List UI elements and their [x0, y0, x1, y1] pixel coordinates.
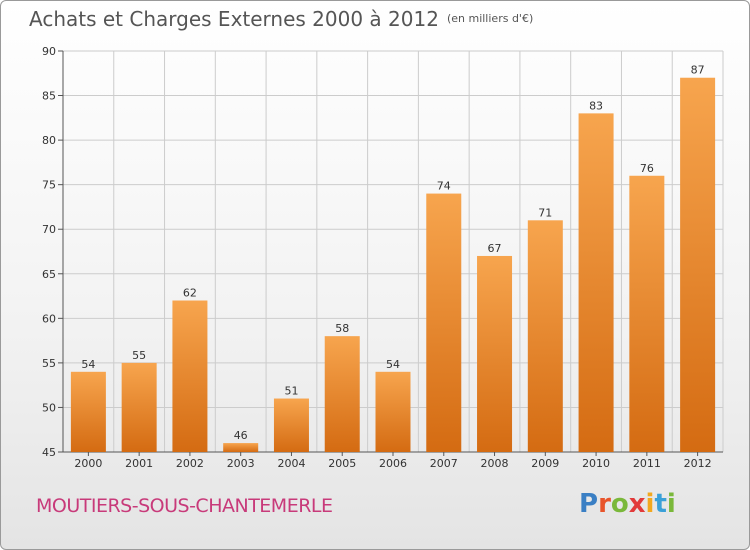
bars	[70, 77, 716, 453]
logo-letter: i	[666, 489, 676, 519]
x-tick-label-2002: 2002	[176, 457, 204, 470]
data-label-2012: 87	[691, 64, 705, 77]
data-label-2003: 46	[234, 429, 248, 442]
y-tick-label-50: 50	[42, 401, 56, 414]
x-tick-label-2003: 2003	[227, 457, 255, 470]
place-name: MOUTIERS-SOUS-CHANTEMERLE	[36, 495, 333, 517]
chart-unit: (en milliers d'€)	[446, 12, 534, 25]
chart-title: Achats et Charges Externes 2000 à 2012 (e…	[29, 7, 533, 31]
bar-2000	[70, 371, 106, 452]
data-labels: 54 55 62 46 51 58 54 74 67 71 83 76 87	[81, 64, 704, 442]
x-tick-label-2009: 2009	[531, 457, 559, 470]
bar-2008	[477, 255, 513, 452]
x-tick-label-2010: 2010	[582, 457, 610, 470]
bar-2004	[273, 398, 309, 452]
data-label-2002: 62	[183, 287, 197, 300]
proxiti-logo: Proxiti	[579, 489, 676, 519]
bar-2001	[121, 362, 157, 452]
x-tick-label-2011: 2011	[633, 457, 661, 470]
data-label-2004: 51	[284, 385, 298, 398]
y-tick-label-65: 65	[42, 268, 56, 281]
logo-letter: i	[645, 489, 655, 519]
bar-2009	[527, 220, 563, 452]
bar-2003	[223, 443, 259, 452]
data-label-2007: 74	[437, 180, 451, 193]
x-tick-label-2004: 2004	[277, 457, 305, 470]
y-tick-label-45: 45	[42, 446, 56, 459]
logo-letter: t	[654, 489, 667, 519]
logo-letter: o	[610, 489, 629, 519]
chart-title-text: Achats et Charges Externes 2000 à 2012	[29, 7, 439, 31]
y-tick-label-55: 55	[42, 357, 56, 370]
bar-2006	[375, 371, 411, 452]
y-tick-label-70: 70	[42, 223, 56, 236]
logo-letter: P	[579, 489, 599, 519]
data-label-2001: 55	[132, 349, 146, 362]
data-label-2005: 58	[335, 322, 349, 335]
bar-2005	[324, 336, 360, 452]
data-label-2006: 54	[386, 358, 400, 371]
data-label-2000: 54	[81, 358, 95, 371]
y-tick-label-75: 75	[42, 179, 56, 192]
x-tick-label-2001: 2001	[125, 457, 153, 470]
x-tick-label-2006: 2006	[379, 457, 407, 470]
logo-letter: x	[628, 489, 646, 519]
bar-2011	[629, 175, 665, 452]
x-tick-label-2008: 2008	[481, 457, 509, 470]
y-tick-label-80: 80	[42, 134, 56, 147]
y-tick-label-85: 85	[42, 90, 56, 103]
axes: 45 50 55 60 65 70 75 80 85 90 2000 2001 2002 2003 2004…	[42, 45, 723, 470]
data-label-2011: 76	[640, 162, 654, 175]
data-label-2010: 83	[589, 99, 603, 112]
x-tick-label-2007: 2007	[430, 457, 458, 470]
y-tick-label-90: 90	[42, 45, 56, 58]
x-tick-label-2012: 2012	[684, 457, 712, 470]
logo-letter: r	[598, 489, 611, 519]
bar-2002	[172, 300, 208, 452]
data-label-2008: 67	[488, 242, 502, 255]
y-tick-label-60: 60	[42, 312, 56, 325]
bar-2010	[578, 113, 614, 452]
bar-2007	[426, 193, 462, 453]
bar-2012	[680, 77, 716, 452]
data-label-2009: 71	[538, 206, 552, 219]
x-tick-label-2005: 2005	[328, 457, 356, 470]
x-tick-label-2000: 2000	[74, 457, 102, 470]
